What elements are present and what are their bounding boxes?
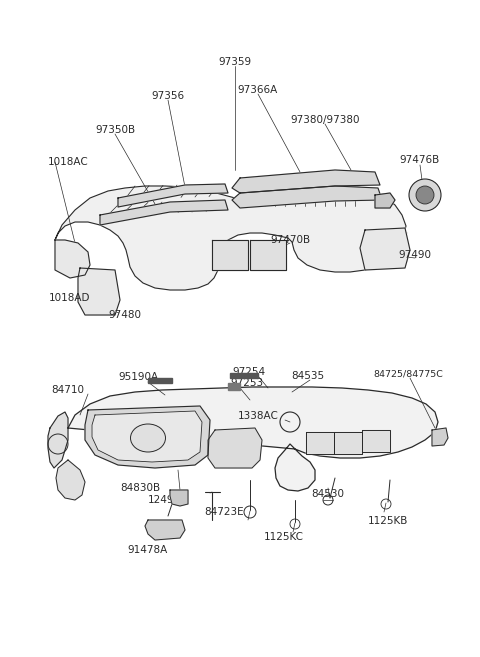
Polygon shape: [228, 383, 240, 390]
Text: 1249GF: 1249GF: [148, 495, 188, 505]
Polygon shape: [232, 186, 382, 208]
Polygon shape: [432, 428, 448, 446]
Polygon shape: [232, 170, 380, 193]
Ellipse shape: [131, 424, 166, 452]
Polygon shape: [85, 406, 210, 468]
Text: 97356: 97356: [151, 91, 185, 101]
Polygon shape: [118, 184, 228, 207]
Polygon shape: [68, 387, 438, 491]
Text: 97366A: 97366A: [238, 85, 278, 95]
Text: 97359: 97359: [218, 57, 252, 67]
Circle shape: [409, 179, 441, 211]
Polygon shape: [360, 228, 410, 270]
Polygon shape: [56, 460, 85, 500]
Polygon shape: [362, 430, 390, 452]
Polygon shape: [208, 428, 262, 468]
Text: 1338AC: 1338AC: [238, 411, 278, 421]
Text: 1125KC: 1125KC: [264, 532, 304, 542]
Polygon shape: [48, 412, 68, 468]
Text: 1018AC: 1018AC: [132, 413, 172, 423]
Polygon shape: [306, 432, 334, 454]
Text: 1018AD: 1018AD: [49, 293, 91, 303]
Polygon shape: [250, 240, 286, 270]
Polygon shape: [92, 411, 202, 462]
Circle shape: [416, 186, 434, 204]
Polygon shape: [145, 520, 185, 540]
Text: 1018AC: 1018AC: [48, 157, 89, 167]
Text: 97476B: 97476B: [400, 155, 440, 165]
Text: 95190A: 95190A: [118, 372, 158, 382]
Text: 97253: 97253: [230, 378, 263, 388]
Polygon shape: [230, 373, 258, 378]
Polygon shape: [148, 378, 172, 383]
Text: 1125KB: 1125KB: [368, 516, 408, 526]
Polygon shape: [55, 240, 90, 278]
Text: 97490: 97490: [398, 250, 432, 260]
Polygon shape: [100, 200, 228, 225]
Polygon shape: [170, 490, 188, 506]
Text: 84710: 84710: [51, 385, 84, 395]
Text: 97350B: 97350B: [95, 125, 135, 135]
Text: 84723E: 84723E: [204, 507, 244, 517]
Text: 97480: 97480: [108, 310, 142, 320]
Polygon shape: [78, 268, 120, 315]
Polygon shape: [334, 432, 362, 454]
Text: 97470B: 97470B: [270, 235, 310, 245]
Text: 84830B: 84830B: [120, 483, 160, 493]
Text: 97380/97380: 97380/97380: [290, 115, 360, 125]
Text: 97254: 97254: [232, 367, 265, 377]
Polygon shape: [55, 185, 406, 290]
Text: 91478A: 91478A: [128, 545, 168, 555]
Text: 84535: 84535: [291, 371, 324, 381]
Text: 84725/84775C: 84725/84775C: [373, 369, 443, 378]
Polygon shape: [375, 193, 395, 208]
Polygon shape: [212, 240, 248, 270]
Text: 84530: 84530: [312, 489, 345, 499]
